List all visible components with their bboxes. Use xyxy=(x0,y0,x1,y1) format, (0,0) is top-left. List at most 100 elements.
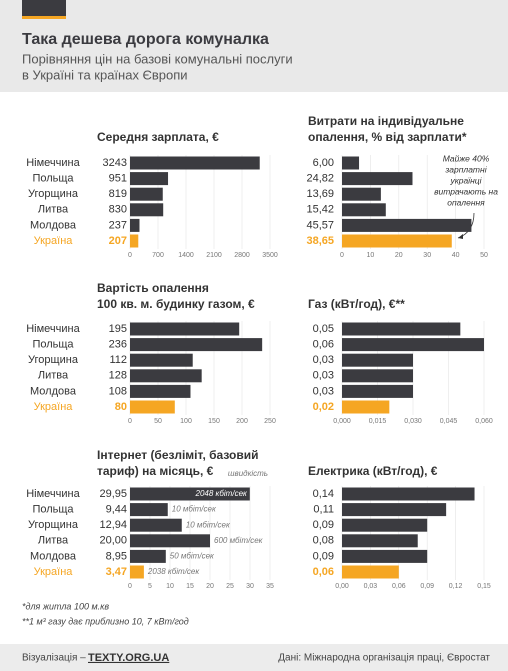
value-label: 0,03 xyxy=(313,370,334,382)
category-label: Україна xyxy=(34,235,74,247)
x-tick-label: 200 xyxy=(236,418,248,425)
credit: TEXTY.ORG.UA xyxy=(88,652,169,664)
bar xyxy=(130,487,250,501)
chart-title: Вартість опалення xyxy=(97,281,209,295)
x-tick-label: 0,09 xyxy=(420,583,434,590)
x-tick-label: 250 xyxy=(264,418,276,425)
x-tick-label: 0,000 xyxy=(333,418,351,425)
footnote: *для житла 100 м.кв xyxy=(22,601,109,611)
x-tick-label: 30 xyxy=(246,583,254,590)
category-label: Німеччина xyxy=(26,488,80,500)
bar xyxy=(130,503,168,517)
source: Дані: Міжнародна організація праці, Євро… xyxy=(278,653,490,664)
credit-label: Візуалізація – xyxy=(22,653,86,664)
annotation: Майже 40% xyxy=(443,153,490,163)
bar xyxy=(342,487,475,501)
value-label: 195 xyxy=(109,323,127,335)
chart-title: опалення, % від зарплати* xyxy=(308,130,467,144)
bar xyxy=(130,384,191,398)
x-tick-label: 20 xyxy=(206,583,214,590)
annotation: зарплатні xyxy=(444,164,487,174)
bar xyxy=(342,172,413,186)
value-label: 80 xyxy=(115,401,127,413)
bar xyxy=(342,218,472,232)
logo-block xyxy=(22,0,66,16)
bar-note: 2048 кбіт/сек xyxy=(195,489,249,498)
x-tick-label: 50 xyxy=(154,418,162,425)
annotation: українці xyxy=(449,175,482,185)
value-label: 20,00 xyxy=(99,535,127,547)
bar xyxy=(342,400,390,414)
annotation: витрачають на xyxy=(434,186,498,196)
x-tick-label: 700 xyxy=(152,252,164,259)
logo-stripe xyxy=(22,16,66,19)
bar xyxy=(130,218,140,232)
chart-title: Газ (кВт/год), €** xyxy=(308,297,405,311)
chart-title: Середня зарплата, € xyxy=(97,130,219,144)
x-tick-label: 15 xyxy=(186,583,194,590)
bar-note: 600 мбіт/сек xyxy=(214,536,264,545)
chart-title: Інтернет (безліміт, базовий xyxy=(97,448,259,462)
value-label: 24,82 xyxy=(306,173,334,185)
bar xyxy=(130,234,139,248)
x-tick-label: 0,12 xyxy=(449,583,463,590)
bar-note: 10 мбіт/сек xyxy=(186,520,231,529)
category-label: Німеччина xyxy=(26,157,80,169)
bar xyxy=(130,400,175,414)
bar xyxy=(130,565,144,579)
value-label: 3,47 xyxy=(106,566,127,578)
value-label: 3243 xyxy=(103,157,127,169)
bar xyxy=(342,322,461,336)
value-label: 951 xyxy=(109,173,127,185)
bar xyxy=(130,156,260,170)
bar-note: 50 мбіт/сек xyxy=(170,552,215,561)
x-tick-label: 0,015 xyxy=(369,418,387,425)
annotation: опалення xyxy=(447,197,485,207)
category-label: Польща xyxy=(32,339,74,351)
bar xyxy=(130,549,166,563)
x-tick-label: 0 xyxy=(128,583,132,590)
x-tick-label: 30 xyxy=(423,252,431,259)
bar xyxy=(342,203,386,217)
x-tick-label: 0,03 xyxy=(364,583,378,590)
bar xyxy=(342,384,413,398)
category-label: Литва xyxy=(38,535,69,547)
value-label: 0,03 xyxy=(313,354,334,366)
chart-title: 100 кв. м. будинку газом, € xyxy=(97,297,255,311)
value-label: 0,09 xyxy=(313,519,334,531)
chart-title: Витрати на індивідуальне xyxy=(308,114,464,128)
value-label: 0,06 xyxy=(313,339,334,351)
x-tick-label: 0 xyxy=(340,252,344,259)
category-label: Німеччина xyxy=(26,323,80,335)
value-label: 8,95 xyxy=(106,550,127,562)
value-label: 0,05 xyxy=(313,323,334,335)
x-tick-label: 5 xyxy=(148,583,152,590)
category-label: Литва xyxy=(38,370,69,382)
category-label: Молдова xyxy=(30,385,77,397)
bar xyxy=(130,338,263,352)
category-label: Польща xyxy=(32,504,74,516)
x-tick-label: 0,00 xyxy=(335,583,349,590)
category-label: Литва xyxy=(38,204,69,216)
x-tick-label: 2800 xyxy=(234,252,250,259)
x-tick-label: 0,15 xyxy=(477,583,491,590)
x-tick-label: 10 xyxy=(166,583,174,590)
value-label: 6,00 xyxy=(313,157,334,169)
bar-note: 2038 кбіт/сек xyxy=(147,567,201,576)
value-label: 0,03 xyxy=(313,385,334,397)
value-label: 0,11 xyxy=(313,504,334,516)
value-label: 0,08 xyxy=(313,535,334,547)
bar xyxy=(342,338,484,352)
chart-title: Електрика (кВт/год), € xyxy=(308,464,438,478)
value-label: 45,57 xyxy=(306,219,334,231)
x-tick-label: 40 xyxy=(452,252,460,259)
bar xyxy=(342,156,360,170)
x-tick-label: 0,060 xyxy=(475,418,493,425)
value-label: 12,94 xyxy=(99,519,127,531)
value-label: 15,42 xyxy=(306,204,334,216)
x-tick-label: 50 xyxy=(480,252,488,259)
x-tick-label: 0,030 xyxy=(404,418,422,425)
bar xyxy=(342,518,428,532)
x-tick-label: 100 xyxy=(180,418,192,425)
subtitle: Порівняння цін на базові комунальні посл… xyxy=(22,51,293,66)
